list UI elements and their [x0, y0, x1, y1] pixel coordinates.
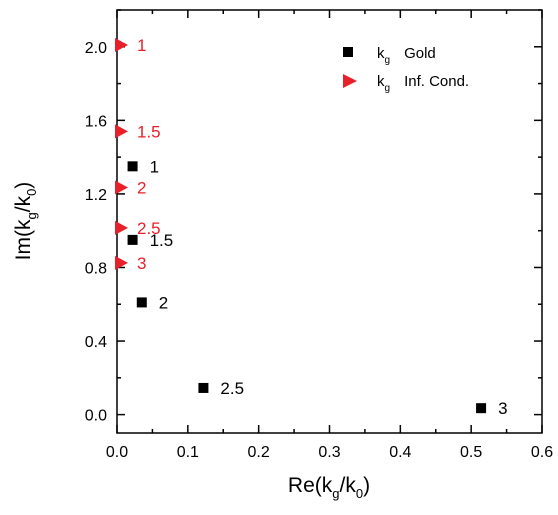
x-tick-label: 0.1 [177, 444, 199, 461]
data-point-gold [127, 234, 138, 245]
point-label-inf-cond: 1 [137, 36, 146, 55]
x-tick-label: 0.0 [106, 444, 128, 461]
x-tick-label: 0.6 [531, 444, 553, 461]
tick-labels: 0.0 0.1 0.2 0.3 0.4 0.5 0.6 0.0 0.4 0.8 1.2 1.6 2.0 [85, 40, 553, 461]
data-point-inf-cond [115, 37, 128, 52]
data-point-gold [198, 382, 209, 393]
plot-frame [116, 9, 543, 434]
point-label-inf-cond: 3 [137, 254, 146, 273]
point-label-inf-cond: 2.5 [137, 219, 161, 238]
point-label-gold: 1.5 [150, 231, 174, 250]
x-tick-label: 0.4 [389, 444, 411, 461]
legend-label-gold: kg Gold [377, 45, 436, 66]
series-1: 1 1.5 2 2.5 3 [115, 36, 161, 273]
data-point-inf-cond [115, 180, 128, 195]
legend-label-inf-cond: kg Inf. Cond. [377, 73, 469, 94]
y-tick-label: 0.0 [85, 408, 107, 425]
series-layer: 1 1.5 2 2.5 3 1 1.5 2 2.5 3 [115, 36, 508, 418]
point-label-inf-cond: 1.5 [137, 122, 161, 141]
data-point-gold [136, 297, 147, 308]
series-0: 1 1.5 2 2.5 3 [127, 157, 508, 418]
x-tick-label: 0.5 [460, 444, 482, 461]
y-tick-label: 2.0 [85, 40, 107, 57]
y-tick-label: 0.4 [85, 334, 107, 351]
legend-marker-inf-cond [343, 74, 357, 88]
point-label-inf-cond: 2 [137, 178, 146, 197]
legend-marker-gold [343, 47, 353, 57]
point-label-gold: 1 [150, 157, 159, 176]
x-tick-label: 0.3 [318, 444, 340, 461]
point-label-gold: 2 [159, 293, 168, 312]
data-point-gold [476, 403, 487, 414]
y-tick-label: 1.6 [85, 113, 107, 130]
data-point-inf-cond [115, 220, 128, 235]
data-point-inf-cond [115, 255, 128, 270]
x-tick-label: 0.2 [248, 444, 270, 461]
y-tick-label: 0.8 [85, 260, 107, 277]
y-axis-title: Im(kg/k0) [12, 182, 39, 261]
data-point-gold [127, 161, 138, 172]
x-axis-title: Re(kg/k0) [288, 474, 370, 501]
point-label-gold: 3 [498, 399, 507, 418]
axis-ticks [116, 9, 543, 433]
data-point-inf-cond [115, 124, 128, 139]
y-tick-label: 1.2 [85, 187, 107, 204]
point-label-gold: 2.5 [220, 379, 244, 398]
legend: kg Gold kg Inf. Cond. [343, 45, 469, 94]
